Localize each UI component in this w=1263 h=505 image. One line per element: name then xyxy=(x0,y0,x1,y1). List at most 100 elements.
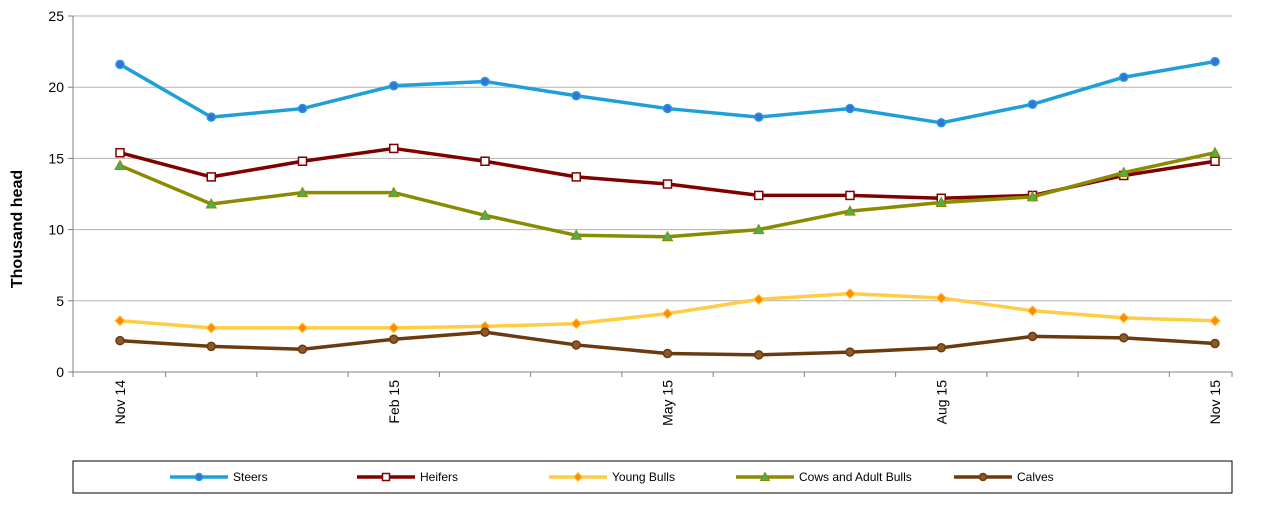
legend-item: Young Bulls xyxy=(549,470,675,484)
data-point xyxy=(1026,190,1039,202)
data-point xyxy=(662,103,673,114)
data-point xyxy=(662,348,673,359)
data-point xyxy=(206,112,216,122)
data-point xyxy=(571,340,581,350)
data-point xyxy=(935,292,947,304)
x-tick-label: Nov 14 xyxy=(112,380,128,425)
data-point xyxy=(1119,333,1129,343)
data-point xyxy=(661,230,674,242)
data-point xyxy=(114,159,126,171)
data-point xyxy=(1210,156,1220,166)
data-point xyxy=(194,472,204,482)
data-point xyxy=(389,143,399,154)
series-steers xyxy=(115,56,1220,128)
x-tick-label: Feb 15 xyxy=(386,380,402,424)
x-tick-label: Aug 15 xyxy=(933,380,949,425)
data-point xyxy=(296,322,309,334)
legend: Steers Heifers Young Bulls Cows and Adult B… xyxy=(72,460,1233,494)
axes: 0 5 10 15 20 25 Nov 14 Feb 15 May 15 Aug 15 Nov 15 xyxy=(48,8,1233,426)
data-point xyxy=(844,205,856,216)
legend-item: Calves xyxy=(954,470,1054,484)
data-point xyxy=(1210,338,1220,349)
data-point xyxy=(572,471,584,483)
data-point xyxy=(297,156,308,166)
data-point xyxy=(753,293,765,306)
series-line xyxy=(119,59,1216,125)
y-tick-label: 5 xyxy=(56,293,64,309)
data-point xyxy=(571,90,581,101)
data-point xyxy=(205,322,217,334)
data-point xyxy=(479,209,491,220)
y-tick-label: 0 xyxy=(56,364,64,380)
data-point xyxy=(845,347,855,357)
data-point xyxy=(754,190,764,201)
data-point xyxy=(389,81,399,91)
series-young-bulls xyxy=(114,287,1221,334)
y-tick-label: 15 xyxy=(48,150,64,166)
y-tick-label: 25 xyxy=(48,8,64,24)
x-tick-label: May 15 xyxy=(660,380,676,426)
y-tick-label: 20 xyxy=(48,79,64,95)
data-point xyxy=(752,223,765,235)
data-point xyxy=(845,190,855,201)
legend-label: Young Bulls xyxy=(612,470,675,484)
data-point xyxy=(844,287,856,300)
legend-label: Cows and Adult Bulls xyxy=(799,470,912,484)
data-point xyxy=(480,327,490,337)
data-point xyxy=(978,472,988,482)
data-point xyxy=(1026,305,1039,317)
data-point xyxy=(936,343,946,353)
data-point xyxy=(297,103,308,114)
data-point xyxy=(480,76,490,87)
y-tick-label: 10 xyxy=(48,222,64,238)
data-point xyxy=(115,147,125,158)
data-point xyxy=(1118,312,1130,324)
data-point xyxy=(1209,315,1221,327)
legend-label: Calves xyxy=(1017,470,1054,484)
data-point xyxy=(387,186,400,198)
data-point xyxy=(296,186,309,198)
grid-lines xyxy=(73,15,1232,302)
data-point xyxy=(570,229,583,240)
legend-label: Steers xyxy=(233,470,268,484)
data-point xyxy=(571,172,581,182)
data-point xyxy=(662,179,673,189)
legend-box xyxy=(72,460,1233,494)
data-point xyxy=(1119,72,1129,82)
legend-item: Cows and Adult Bulls xyxy=(736,470,912,484)
data-point xyxy=(845,103,855,114)
data-point xyxy=(570,317,582,330)
data-point xyxy=(936,118,946,128)
data-point xyxy=(205,197,218,209)
data-point xyxy=(1027,331,1038,342)
x-tick-label: Nov 15 xyxy=(1207,380,1223,425)
data-point xyxy=(388,322,400,334)
data-point xyxy=(1027,99,1038,110)
data-point xyxy=(114,315,126,327)
legend-item: Heifers xyxy=(357,470,458,484)
data-point xyxy=(381,472,391,482)
data-point xyxy=(206,341,216,352)
series-lines xyxy=(114,56,1221,360)
legend-label: Heifers xyxy=(420,470,458,484)
data-point xyxy=(661,307,674,320)
data-point xyxy=(297,344,308,354)
data-point xyxy=(754,112,764,122)
data-point xyxy=(389,334,399,344)
series-calves xyxy=(115,327,1220,360)
data-point xyxy=(759,471,771,481)
data-point xyxy=(206,172,216,182)
data-point xyxy=(1209,146,1221,158)
y-axis-label: Thousand head xyxy=(9,170,26,288)
series-cows-and-adult-bulls xyxy=(114,146,1221,242)
data-point xyxy=(1117,166,1130,178)
data-point xyxy=(1210,56,1220,67)
data-point xyxy=(115,59,125,70)
data-point xyxy=(480,156,490,166)
data-point xyxy=(115,335,125,346)
data-point xyxy=(754,350,764,360)
legend-item: Steers xyxy=(170,470,268,484)
data-point xyxy=(935,196,948,208)
